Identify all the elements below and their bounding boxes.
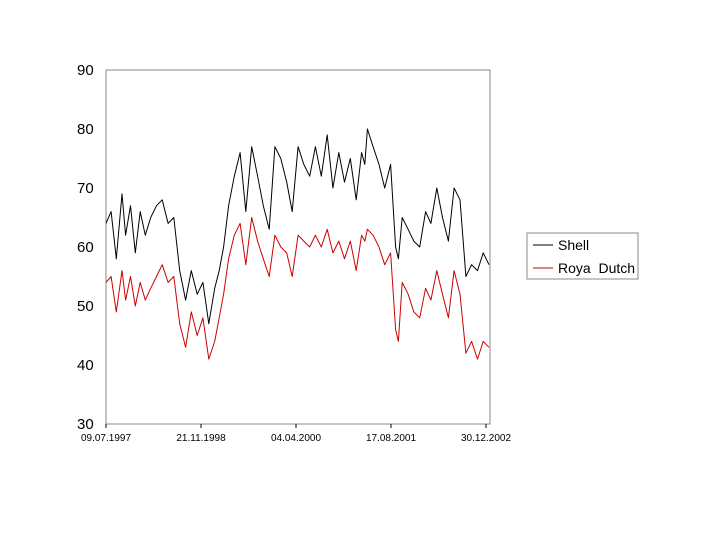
x-axis: 09.07.1997 21.11.1998 04.04.2000 17.08.2001… <box>81 424 511 444</box>
y-tick-label: 70 <box>77 180 94 197</box>
y-tick-label: 50 <box>77 298 94 315</box>
x-tick-label: 30.12.2002 <box>461 433 511 444</box>
y-tick-label: 40 <box>77 357 94 374</box>
y-tick-label: 30 <box>77 416 94 433</box>
x-tick-label: 21.11.1998 <box>176 433 226 444</box>
series-line-royal-dutch <box>105 217 490 360</box>
y-tick-label: 80 <box>77 121 94 138</box>
legend-box <box>526 232 639 280</box>
y-tick-label: 90 <box>77 62 94 79</box>
y-tick-label: 60 <box>77 239 94 256</box>
legend-label-royal-dutch: Roya Dutch <box>558 260 635 276</box>
legend-label-shell: Shell <box>558 237 589 253</box>
legend: Shell Roya Dutch <box>526 232 639 280</box>
x-tick-label: 09.07.1997 <box>81 433 131 444</box>
plot-area <box>105 69 491 425</box>
series-lines <box>105 128 490 360</box>
y-axis: 90 80 70 60 50 40 30 <box>77 62 94 433</box>
x-tick-label: 17.08.2001 <box>366 433 416 444</box>
x-tick-label: 04.04.2000 <box>271 433 321 444</box>
series-line-shell <box>105 128 490 325</box>
